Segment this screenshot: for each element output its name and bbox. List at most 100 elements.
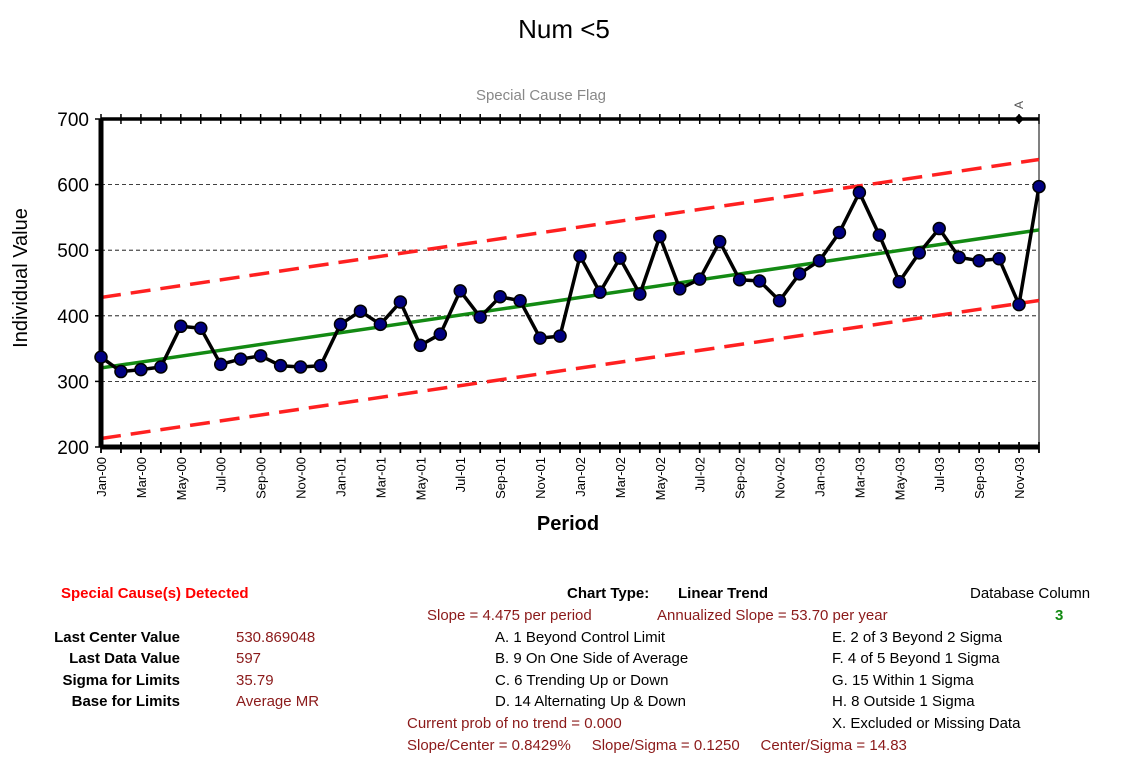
rule-f: F. 4 of 5 Beyond 1 Sigma [832,650,1000,667]
data-point [493,290,507,304]
x-tick-label: Sep-01 [493,457,508,499]
y-tick-label: 300 [57,372,89,393]
x-tick-label: Jul-00 [214,457,229,492]
data-point [832,225,847,240]
data-point [952,250,966,265]
bottom-stats-text: Slope/Center = 0.8429% Slope/Sigma = 0.1… [407,737,907,754]
data-point [353,304,368,318]
slope-text: Slope = 4.475 per period [427,607,592,624]
x-tick-label: Sep-03 [972,457,987,499]
x-tick-label: Mar-03 [852,457,867,498]
data-point [174,319,188,334]
x-tick-label: May-02 [653,457,668,500]
data-point [194,321,208,336]
data-point [852,185,867,200]
x-tick-label: Nov-02 [773,457,788,499]
data-point [653,229,667,244]
x-tick-label: May-01 [413,457,428,500]
chart-subtitle: Special Cause Flag [476,87,606,104]
data-point [792,267,807,281]
data-point [313,358,328,373]
data-point [513,293,527,308]
rule-h: H. 8 Outside 1 Sigma [832,693,975,710]
x-tick-label: May-03 [892,457,907,500]
data-point [912,246,927,260]
y-axis-label: Individual Value [10,208,32,348]
data-point [433,327,448,341]
data-point [633,287,647,301]
data-point [393,295,408,309]
x-tick-label: Sep-00 [254,457,269,499]
rule-b: B. 9 On One Side of Average [495,650,689,667]
y-tick-label: 700 [57,110,89,131]
data-point [892,274,907,289]
data-point [293,360,308,374]
data-point [573,249,587,263]
data-point [992,251,1006,266]
data-point [712,234,727,249]
x-tick-label: Jul-02 [693,457,708,492]
x-tick-label: Nov-03 [1012,457,1027,499]
data-point [253,349,268,363]
x-axis-label: Period [537,513,599,535]
data-point [772,293,787,308]
data-point [732,272,747,287]
data-point [533,331,547,345]
data-point [553,329,567,343]
x-tick-label: Mar-01 [373,457,388,498]
lower-control-limit [100,298,1040,441]
data-point [872,228,887,242]
x-tick-label: Mar-00 [134,457,149,498]
database-column-value: 3 [1055,607,1064,624]
special-cause-text: Special Cause(s) Detected [61,585,249,602]
chart-title: Num <5 [518,14,610,44]
database-column-label: Database Column [970,585,1091,602]
annualized-slope-text: Annualized Slope = 53.70 per year [657,607,888,624]
control-limits [100,157,1040,441]
rule-e: E. 2 of 3 Beyond 2 Sigma [832,629,1003,646]
special-cause-flag: A [1012,101,1026,124]
data-point [333,317,348,332]
data-point [273,358,288,373]
rule-d: D. 14 Alternating Up & Down [495,693,686,710]
data-point [114,364,128,379]
y-tick-label: 500 [57,241,89,262]
stat-label-last-center: Last Center Value [54,629,180,646]
control-chart: Num <5 Special Cause Flag 200 300 400 500 60… [10,14,1046,535]
rule-c: C. 6 Trending Up or Down [495,672,669,689]
data-point [593,285,607,299]
data-point [94,350,108,364]
data-point [932,221,946,236]
stat-label-last-data: Last Data Value [69,650,180,667]
rule-a: A. 1 Beyond Control Limit [495,629,666,646]
data-point [1012,297,1026,312]
x-tick-label: Jan-03 [812,457,827,497]
data-point [373,317,388,332]
data-series [94,179,1046,379]
x-tick-label: May-00 [174,457,189,500]
x-tick-label: Nov-00 [294,457,309,499]
data-point [213,357,228,372]
chart-type-label: Chart Type: [567,585,650,602]
x-tick-label: Mar-02 [613,457,628,498]
x-tick-label: Jul-03 [932,457,947,492]
data-point [233,352,248,366]
x-tick-label: Sep-02 [733,457,748,499]
stat-value-last-center: 530.869048 [236,629,316,646]
axes: 200 300 400 500 600 700 Jan-00 Mar-00 May-00 Jul-… [57,110,1040,500]
data-point [613,251,627,265]
x-tick-label: Jan-00 [94,457,109,497]
flag-marker [1014,114,1025,124]
x-tick-label: Jan-01 [333,457,348,497]
data-point [154,360,168,374]
stat-value-sigma: 35.79 [236,672,274,689]
trend-probability-text: Current prob of no trend = 0.000 [407,715,622,732]
data-point [1032,179,1046,194]
y-tick-label: 400 [57,307,89,328]
data-point [692,272,707,286]
chart-type-value: Linear Trend [678,585,769,602]
y-tick-label: 200 [57,438,89,459]
x-tick-label: Jan-02 [573,457,588,497]
data-point [812,253,827,268]
stat-value-last-data: 597 [236,650,262,667]
